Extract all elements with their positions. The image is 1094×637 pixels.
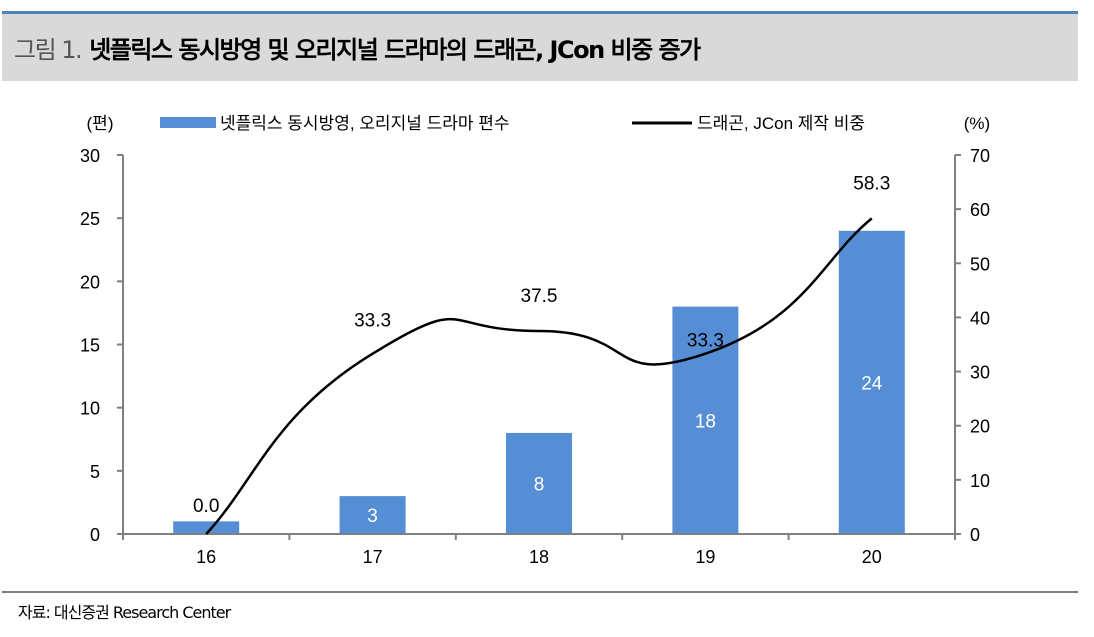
right-axis-unit: (%) [964, 114, 990, 133]
right-tick-label: 30 [970, 363, 990, 383]
line-label: 37.5 [521, 286, 558, 307]
bar-18 [506, 432, 572, 534]
line-series [205, 217, 873, 535]
x-tick-label: 18 [529, 547, 549, 567]
bar-label: 18 [695, 411, 716, 432]
title-bar [2, 14, 1078, 81]
left-tick-label: 15 [80, 336, 100, 356]
left-tick-label: 20 [80, 272, 100, 292]
left-axis-unit: (편) [87, 114, 114, 133]
right-tick-label: 60 [970, 200, 990, 220]
left-tick-label: 0 [90, 525, 100, 545]
legend-line-label: 드래곤, JCon 제작 비중 [697, 114, 865, 133]
legend-bar-swatch [160, 117, 216, 128]
right-tick-label: 70 [970, 146, 990, 166]
figure-title-text: 넷플릭스 동시방영 및 오리지널 드라마의 드래곤, JCon 비중 증가 [89, 36, 701, 64]
left-tick-label: 10 [80, 399, 100, 419]
x-tick-label: 19 [695, 547, 715, 567]
legend-bar-label: 넷플릭스 동시방영, 오리지널 드라마 편수 [220, 114, 510, 133]
right-tick-label: 10 [970, 471, 990, 491]
left-tick-label: 30 [80, 146, 100, 166]
x-tick-label: 20 [862, 547, 882, 567]
bar-20 [838, 230, 905, 535]
line-label: 58.3 [853, 173, 890, 194]
line-label: 33.3 [354, 311, 391, 332]
x-tick-label: 17 [363, 547, 383, 567]
footer-rule [2, 591, 1078, 593]
figure-title: 그림 1. 넷플릭스 동시방영 및 오리지널 드라마의 드래곤, JCon 비중 … [14, 30, 701, 65]
bar-16 [173, 521, 240, 534]
right-tick-label: 20 [970, 417, 990, 437]
bar-label: 8 [534, 474, 545, 495]
line-label: 0.0 [193, 496, 219, 517]
bar-label: 24 [861, 373, 883, 394]
right-tick-label: 50 [970, 254, 990, 274]
title-top-rule [2, 11, 1078, 14]
line-label: 33.3 [687, 331, 724, 352]
left-tick-label: 5 [90, 462, 100, 482]
bar-label: 3 [367, 506, 378, 527]
source-note: 자료: 대신증권 Research Center [18, 603, 231, 622]
x-tick-label: 16 [196, 547, 216, 567]
figure-number: 그림 1. [14, 36, 83, 64]
right-tick-label: 40 [970, 308, 990, 328]
bar-17 [339, 496, 406, 534]
left-tick-label: 25 [80, 209, 100, 229]
right-tick-label: 0 [970, 525, 980, 545]
